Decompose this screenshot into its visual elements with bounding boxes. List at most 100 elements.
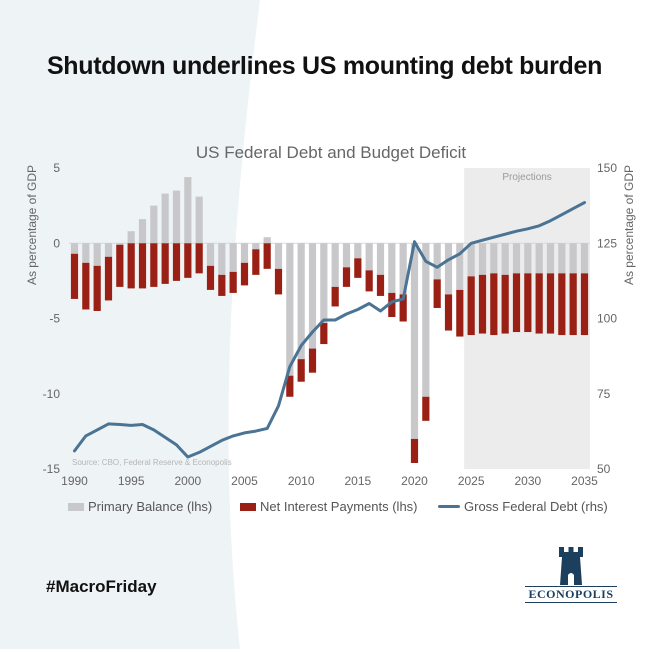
primary-balance-bar xyxy=(456,243,464,290)
net-interest-bar xyxy=(70,253,79,299)
net-interest-bar xyxy=(104,256,113,301)
net-interest-bar xyxy=(195,243,203,274)
x-tick: 2005 xyxy=(231,474,258,488)
primary-balance-bar xyxy=(138,219,147,244)
primary-balance-bar xyxy=(308,243,317,349)
y-tick-left: 0 xyxy=(53,236,60,250)
primary-balance-bar xyxy=(297,243,305,360)
net-interest-bar xyxy=(433,279,441,308)
net-interest-bar xyxy=(376,274,385,296)
net-interest-bar xyxy=(342,267,351,287)
primary-balance-bar xyxy=(195,196,203,244)
primary-balance-bar xyxy=(184,177,192,244)
primary-balance-bar xyxy=(116,243,124,245)
source-note: Source: CBO, Federal Reserve & Econopoli… xyxy=(72,458,232,467)
legend-label-primary-balance: Primary Balance (lhs) xyxy=(88,499,213,514)
primary-balance-bar xyxy=(252,243,260,250)
primary-balance-bar xyxy=(70,243,79,254)
x-tick: 2015 xyxy=(344,474,371,488)
primary-balance-bar xyxy=(490,243,498,274)
legend-swatch-primary-balance xyxy=(68,502,84,511)
net-interest-bar xyxy=(127,243,135,289)
primary-balance-bar xyxy=(535,243,543,274)
x-tick: 1990 xyxy=(61,474,88,488)
primary-balance-bar xyxy=(422,243,430,397)
primary-balance-bar xyxy=(580,243,589,274)
econopolis-logo: ECONOPOLIS xyxy=(525,545,617,607)
primary-balance-bar xyxy=(331,243,339,287)
y-tick-right: 75 xyxy=(597,387,611,401)
x-tick: 2025 xyxy=(458,474,485,488)
net-interest-bar xyxy=(229,271,237,293)
net-interest-bar xyxy=(240,262,249,286)
net-interest-bar xyxy=(331,286,339,307)
net-interest-bar xyxy=(490,273,498,336)
legend-label-gross-debt: Gross Federal Debt (rhs) xyxy=(464,499,608,514)
primary-balance-bar xyxy=(240,243,249,263)
net-interest-bar xyxy=(138,243,147,289)
primary-balance-bar xyxy=(524,243,532,274)
y-tick-right: 100 xyxy=(597,312,617,326)
net-interest-bar xyxy=(558,273,566,336)
legend-label-net-interest: Net Interest Payments (lhs) xyxy=(260,499,418,514)
net-interest-bar xyxy=(150,243,158,287)
headline: Shutdown underlines US mounting debt bur… xyxy=(46,52,603,80)
primary-balance-bar xyxy=(376,243,385,275)
primary-balance-bar xyxy=(172,190,181,244)
legend-item-gross-debt: Gross Federal Debt (rhs) xyxy=(438,499,608,514)
net-interest-bar xyxy=(93,265,101,311)
net-interest-bar xyxy=(444,294,453,331)
primary-balance-bar xyxy=(104,243,113,257)
net-interest-bar xyxy=(297,359,305,382)
net-interest-bar xyxy=(308,348,317,373)
y-tick-right: 50 xyxy=(597,462,611,476)
primary-balance-bar xyxy=(569,243,577,274)
primary-balance-bar xyxy=(127,231,135,244)
primary-balance-bar xyxy=(354,243,362,259)
y-tick-left: -10 xyxy=(43,387,61,401)
net-interest-bar xyxy=(82,262,90,310)
net-interest-bar xyxy=(274,268,283,295)
primary-balance-bar xyxy=(218,243,226,275)
x-tick: 2010 xyxy=(288,474,315,488)
net-interest-bar xyxy=(467,276,475,336)
primary-balance-bar xyxy=(512,243,521,274)
tower-icon xyxy=(559,547,583,585)
net-interest-bar xyxy=(172,243,181,281)
primary-balance-bar xyxy=(546,243,555,274)
legend: Primary Balance (lhs) Net Interest Payme… xyxy=(60,499,620,521)
primary-balance-bar xyxy=(365,243,373,271)
legend-item-net-interest: Net Interest Payments (lhs) xyxy=(240,499,418,514)
net-interest-bar xyxy=(580,273,589,336)
primary-balance-bar xyxy=(93,243,101,266)
projections-label: Projections xyxy=(502,172,551,183)
x-tick: 1995 xyxy=(118,474,145,488)
primary-balance-bar xyxy=(82,243,90,263)
primary-balance-bar xyxy=(433,243,441,280)
logo-text: ECONOPOLIS xyxy=(525,586,617,603)
primary-balance-bar xyxy=(150,205,158,244)
primary-balance-bar xyxy=(399,243,407,295)
primary-balance-bar xyxy=(286,243,294,376)
y-tick-right: 150 xyxy=(597,161,617,175)
primary-balance-bar xyxy=(478,243,487,275)
primary-balance-bar xyxy=(501,243,509,275)
net-interest-bar xyxy=(399,294,407,322)
net-interest-bar xyxy=(535,273,543,334)
net-interest-bar xyxy=(263,243,271,269)
primary-balance-bar xyxy=(342,243,351,268)
net-interest-bar xyxy=(116,244,124,287)
hashtag: #MacroFriday xyxy=(46,577,157,596)
primary-balance-bar xyxy=(388,243,396,293)
x-tick: 2035 xyxy=(571,474,598,488)
primary-balance-bar xyxy=(558,243,566,274)
primary-balance-bar xyxy=(467,243,475,277)
net-interest-bar xyxy=(218,274,226,296)
x-tick: 2000 xyxy=(174,474,201,488)
y-axis-label-left: As percentage of GDP xyxy=(25,165,39,285)
net-interest-bar xyxy=(501,274,509,334)
net-interest-bar xyxy=(569,273,577,336)
net-interest-bar xyxy=(422,396,430,421)
